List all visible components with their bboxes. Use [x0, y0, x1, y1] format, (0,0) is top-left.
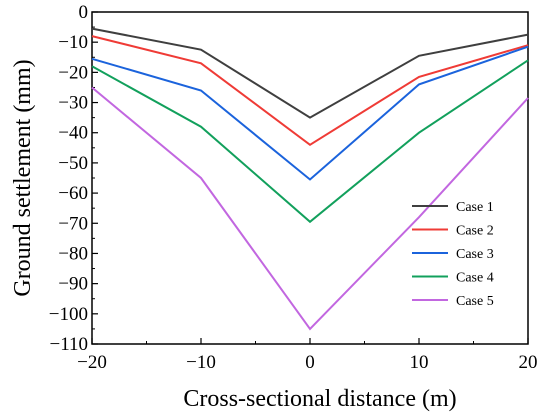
y-tick-label: −30 — [58, 93, 88, 114]
x-tick-label: 20 — [519, 352, 538, 373]
y-tick-label: −10 — [58, 32, 88, 53]
series-lines — [91, 27, 529, 331]
legend-label: Case 4 — [456, 271, 494, 286]
x-axis-ticks: −20 −10 0 10 20 — [77, 338, 538, 373]
y-axis-label: Ground settlement (mm) — [10, 59, 36, 296]
legend-label: Case 3 — [456, 247, 494, 262]
y-tick-label: −80 — [58, 243, 88, 264]
x-tick-label: −20 — [77, 352, 107, 373]
x-axis-label: Cross-sectional distance (m) — [183, 386, 456, 412]
y-axis-ticks: 0 −10 −20 −30 −40 −50 −60 −70 −80 −90 −100 −110 — [49, 2, 98, 355]
legend-label: Case 1 — [456, 200, 494, 215]
y-tick-label: −20 — [58, 62, 88, 83]
y-tick-label: −70 — [58, 213, 88, 234]
legend-label: Case 5 — [456, 294, 494, 309]
series-line-case-1 — [91, 27, 529, 119]
y-tick-label: −60 — [58, 183, 88, 204]
y-tick-label: −100 — [49, 304, 88, 325]
y-tick-label: −90 — [58, 274, 88, 295]
legend-label: Case 2 — [456, 224, 494, 239]
y-tick-label: 0 — [79, 2, 89, 23]
y-tick-label: −110 — [49, 334, 88, 355]
x-tick-label: 10 — [410, 352, 429, 373]
series-line-case-5 — [91, 86, 529, 331]
x-tick-label: −10 — [186, 352, 216, 373]
x-tick-label: 0 — [305, 352, 315, 373]
series-line-case-2 — [91, 35, 529, 147]
legend: Case 1 Case 2 Case 3 Case 4 Case 5 — [412, 200, 494, 309]
series-line-case-3 — [91, 45, 529, 181]
y-tick-label: −40 — [58, 123, 88, 144]
series-line-case-4 — [91, 59, 529, 224]
y-tick-label: −50 — [58, 153, 88, 174]
